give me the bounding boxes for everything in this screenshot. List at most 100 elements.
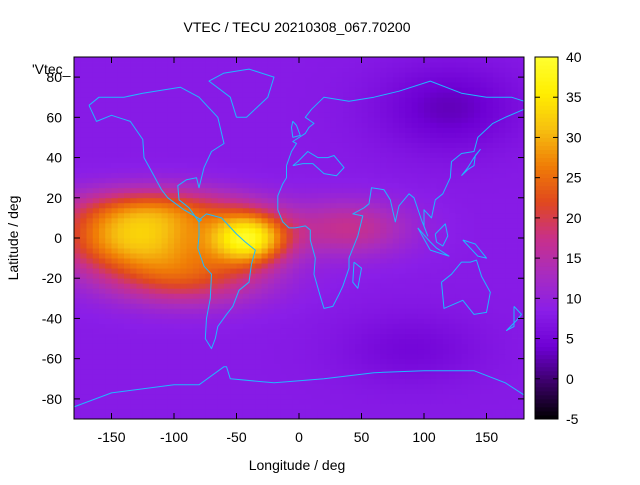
- heatmap-cell: [142, 343, 150, 350]
- heatmap-cell: [86, 232, 94, 239]
- heatmap-cell: [111, 127, 119, 133]
- heatmap-cell: [474, 232, 481, 239]
- heatmap-cell: [286, 293, 294, 299]
- heatmap-cell: [167, 227, 175, 234]
- heatmap-cell: [374, 182, 381, 189]
- heatmap-cell: [480, 273, 487, 279]
- heatmap-cell: [142, 147, 150, 153]
- heatmap-cell: [205, 92, 212, 98]
- heatmap-cell: [86, 152, 94, 158]
- heatmap-cell: [511, 112, 519, 118]
- heatmap-cell: [442, 107, 450, 113]
- heatmap-cell: [261, 122, 269, 128]
- heatmap-cell: [486, 162, 494, 169]
- heatmap-cell: [517, 227, 525, 234]
- heatmap-cell: [149, 363, 156, 370]
- heatmap-cell: [367, 313, 375, 319]
- heatmap-cell: [280, 408, 287, 415]
- heatmap-cell: [505, 172, 512, 179]
- heatmap-cell: [392, 413, 400, 420]
- heatmap-cell: [417, 72, 425, 78]
- heatmap-cell: [211, 323, 219, 329]
- heatmap-cell: [99, 77, 106, 83]
- heatmap-cell: [299, 318, 306, 324]
- heatmap-cell: [455, 313, 462, 319]
- heatmap-cell: [111, 112, 119, 118]
- heatmap-cell: [249, 182, 256, 189]
- heatmap-cell: [292, 72, 300, 78]
- heatmap-cell: [436, 348, 444, 355]
- heatmap-cell: [242, 353, 250, 360]
- heatmap-cell: [86, 328, 94, 334]
- heatmap-cell: [280, 182, 287, 189]
- heatmap-cell: [317, 192, 325, 199]
- heatmap-cell: [399, 127, 406, 133]
- heatmap-cell: [211, 162, 219, 169]
- heatmap-cell: [374, 303, 381, 309]
- heatmap-cell: [136, 238, 144, 244]
- heatmap-cell: [261, 403, 269, 410]
- heatmap-cell: [92, 263, 100, 269]
- heatmap-cell: [242, 313, 250, 319]
- heatmap-cell: [267, 147, 275, 153]
- heatmap-cell: [261, 283, 269, 289]
- heatmap-cell: [192, 393, 200, 400]
- heatmap-cell: [392, 132, 400, 138]
- heatmap-cell: [474, 197, 481, 204]
- heatmap-cell: [317, 258, 325, 264]
- heatmap-cell: [405, 182, 412, 189]
- heatmap-cell: [367, 278, 375, 284]
- heatmap-cell: [449, 202, 456, 209]
- heatmap-cell: [374, 212, 381, 219]
- heatmap-cell: [292, 318, 300, 324]
- heatmap-cell: [80, 318, 87, 324]
- heatmap-cell: [124, 328, 131, 334]
- heatmap-cell: [342, 132, 350, 138]
- heatmap-cell: [436, 202, 444, 209]
- heatmap-cell: [167, 328, 175, 334]
- heatmap-cell: [324, 182, 331, 189]
- heatmap-cell: [111, 117, 119, 123]
- heatmap-cell: [130, 207, 137, 214]
- heatmap-cell: [467, 298, 475, 304]
- heatmap-cell: [342, 202, 350, 209]
- heatmap-cell: [480, 348, 487, 355]
- heatmap-cell: [474, 373, 481, 380]
- heatmap-cell: [199, 283, 206, 289]
- heatmap-cell: [305, 212, 312, 219]
- heatmap-cell: [136, 358, 144, 365]
- heatmap-cell: [130, 378, 137, 385]
- heatmap-cell: [274, 248, 281, 254]
- heatmap-cell: [449, 398, 456, 405]
- heatmap-cell: [286, 192, 294, 199]
- heatmap-cell: [249, 102, 256, 108]
- heatmap-cell: [349, 243, 356, 249]
- heatmap-cell: [355, 358, 362, 365]
- heatmap-cell: [355, 343, 362, 350]
- heatmap-cell: [517, 293, 525, 299]
- heatmap-cell: [486, 393, 494, 400]
- heatmap-cell: [399, 197, 406, 204]
- heatmap-cell: [511, 283, 519, 289]
- heatmap-cell: [299, 152, 306, 158]
- heatmap-cell: [105, 112, 112, 118]
- heatmap-cell: [136, 398, 144, 405]
- heatmap-cell: [436, 318, 444, 324]
- heatmap-cell: [205, 132, 212, 138]
- heatmap-cell: [449, 142, 456, 148]
- heatmap-cell: [80, 258, 87, 264]
- heatmap-cell: [211, 368, 219, 375]
- heatmap-cell: [142, 253, 150, 259]
- heatmap-cell: [411, 132, 419, 138]
- heatmap-cell: [105, 318, 112, 324]
- heatmap-cell: [399, 232, 406, 239]
- heatmap-cell: [417, 343, 425, 350]
- heatmap-cell: [305, 308, 312, 314]
- heatmap-cell: [324, 72, 331, 78]
- heatmap-cell: [130, 253, 137, 259]
- heatmap-cell: [449, 248, 456, 254]
- heatmap-cell: [111, 273, 119, 279]
- heatmap-cell: [324, 368, 331, 375]
- heatmap-cell: [436, 298, 444, 304]
- heatmap-cell: [99, 137, 106, 143]
